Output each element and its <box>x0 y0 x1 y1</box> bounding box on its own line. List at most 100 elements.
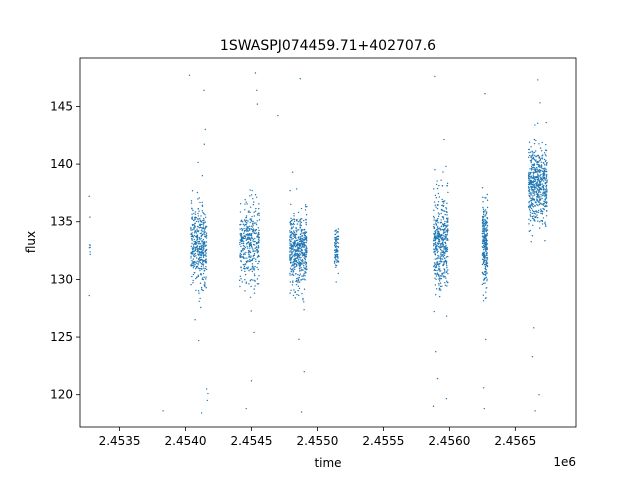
data-point <box>442 204 445 207</box>
x-tick-label: 2.4535 <box>99 434 141 448</box>
data-point <box>536 155 538 157</box>
data-point <box>239 228 241 230</box>
data-point <box>482 252 484 254</box>
data-point <box>190 202 193 204</box>
data-point <box>251 226 254 228</box>
data-point <box>239 256 241 259</box>
data-point <box>293 265 295 267</box>
data-point <box>257 262 259 265</box>
data-point <box>295 283 298 286</box>
data-point <box>193 245 195 248</box>
data-point <box>534 124 536 126</box>
data-point <box>193 271 196 274</box>
data-point <box>198 267 200 270</box>
data-point <box>438 213 441 215</box>
data-point <box>439 262 441 265</box>
data-point <box>200 230 203 232</box>
data-point <box>200 245 203 248</box>
data-point <box>194 263 196 266</box>
data-point <box>199 232 202 235</box>
data-point <box>198 224 201 226</box>
data-point <box>253 231 255 233</box>
data-point <box>202 243 204 245</box>
data-point <box>484 264 486 266</box>
data-point <box>447 255 449 258</box>
data-point <box>191 237 193 240</box>
data-point <box>303 272 305 275</box>
data-point <box>437 250 439 253</box>
data-point <box>193 240 195 243</box>
data-point <box>483 251 485 254</box>
data-point <box>540 219 542 222</box>
data-point <box>486 280 488 282</box>
data-point <box>337 231 339 233</box>
data-point <box>440 179 442 181</box>
data-point <box>532 195 534 197</box>
data-point <box>530 199 533 202</box>
data-point <box>536 214 538 216</box>
data-point <box>253 241 255 243</box>
data-point <box>434 236 437 238</box>
data-point <box>291 223 294 226</box>
data-point <box>529 192 532 194</box>
data-point <box>443 224 445 226</box>
data-point <box>444 275 446 278</box>
data-point <box>446 225 448 228</box>
data-point <box>239 243 241 246</box>
data-point <box>438 257 440 259</box>
data-point <box>433 188 435 190</box>
data-point <box>305 265 308 267</box>
data-point <box>440 225 443 227</box>
data-point <box>257 283 260 285</box>
data-point <box>336 232 338 234</box>
data-point <box>436 231 438 233</box>
data-point <box>191 213 193 216</box>
data-point <box>538 197 540 199</box>
data-point <box>528 192 531 194</box>
data-point <box>437 221 439 224</box>
data-point <box>531 187 533 189</box>
data-point <box>532 180 535 182</box>
data-point <box>545 159 547 162</box>
data-point <box>440 234 443 236</box>
data-point <box>445 248 448 250</box>
data-point <box>296 277 298 280</box>
data-point <box>301 255 304 257</box>
data-point <box>289 258 291 260</box>
data-point <box>336 256 338 258</box>
data-point <box>240 245 242 248</box>
data-point <box>444 259 447 262</box>
data-point <box>254 265 256 268</box>
data-point <box>438 275 440 278</box>
data-point <box>484 228 486 231</box>
data-point <box>486 264 489 267</box>
data-point <box>299 253 301 256</box>
data-point <box>439 227 441 229</box>
data-point <box>305 224 307 226</box>
data-point <box>444 238 446 241</box>
data-point <box>305 231 308 233</box>
data-point <box>532 166 535 169</box>
data-point <box>334 246 337 248</box>
data-point <box>251 267 254 269</box>
data-point <box>441 249 443 252</box>
data-point <box>536 163 539 165</box>
data-point <box>253 292 256 294</box>
data-point <box>439 236 441 238</box>
data-point <box>445 277 447 279</box>
data-point <box>437 254 439 257</box>
data-point <box>541 223 544 225</box>
data-point <box>256 89 258 91</box>
data-point <box>336 236 338 238</box>
data-point <box>482 387 485 389</box>
data-point <box>440 221 443 224</box>
data-point <box>544 239 546 242</box>
data-point <box>435 235 437 237</box>
data-point <box>296 229 299 231</box>
data-point <box>442 241 444 244</box>
data-point <box>432 405 435 407</box>
data-point <box>293 212 295 215</box>
data-point <box>204 249 207 252</box>
data-point <box>443 251 446 254</box>
data-point <box>303 257 305 259</box>
